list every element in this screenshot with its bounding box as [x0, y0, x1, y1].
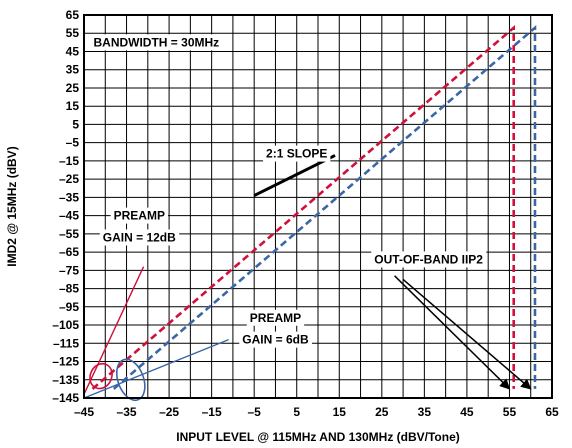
annotation-background [239, 331, 312, 348]
y-tick-label: 55 [66, 26, 80, 40]
x-tick-label: –25 [159, 405, 179, 419]
y-tick-label: 35 [66, 63, 80, 77]
y-tick-label: –75 [59, 263, 79, 277]
annotation: 2:1 SLOPE [263, 145, 331, 162]
y-tick-label: –65 [59, 245, 79, 259]
annotation: PREAMP [246, 309, 305, 326]
annotations: BANDWIDTH = 30MHz 2:1 SLOPE PREAMP GAIN = 1… [90, 34, 487, 348]
annotation-background [371, 251, 487, 268]
y-tick-label: –85 [59, 282, 79, 296]
x-axis-title: INPUT LEVEL @ 115MHz AND 130MHz (dBV/Ton… [176, 430, 460, 444]
y-tick-label: –105 [52, 318, 79, 332]
x-tick-labels: –45 –35 –25 –15 –5 5 15 25 35 45 55 65 [74, 405, 559, 419]
preamp-slope-line [83, 338, 229, 399]
y-tick-label: 65 [66, 8, 80, 22]
x-tick-label: –5 [248, 405, 262, 419]
series-layer [83, 24, 537, 402]
annotation-background [99, 229, 180, 246]
annotation-background [90, 34, 223, 51]
annotation-background [246, 309, 305, 326]
y-tick-labels: 65 55 45 35 25 15 5 –5 –15 –25 –35 –45 –55 –65 –75 –85 –… [52, 8, 79, 405]
y-tick-label: 5 [72, 117, 79, 131]
y-tick-label: 25 [66, 81, 80, 95]
annotation-text: 2:1 SLOPE [266, 147, 327, 161]
slope-indicator-line [253, 154, 336, 197]
y-tick-label: 15 [66, 99, 80, 113]
annotation-background [263, 145, 331, 162]
x-tick-label: –45 [74, 405, 94, 419]
annotation: GAIN = 12dB [99, 229, 180, 246]
annotation-text: OUT-OF-BAND IIP2 [374, 252, 483, 266]
intercept-ellipse [115, 358, 146, 402]
preamp-slope-line [83, 266, 145, 395]
y-tick-label: –45 [59, 209, 79, 223]
series-line-dashed [112, 24, 537, 390]
y-tick-label: –35 [59, 190, 79, 204]
y-tick-label: 45 [66, 44, 80, 58]
annotation-text: BANDWIDTH = 30MHz [93, 35, 219, 49]
y-tick-label: –95 [59, 300, 79, 314]
x-tick-label: 5 [293, 405, 300, 419]
marker-layer [253, 154, 532, 390]
annotation: BANDWIDTH = 30MHz [90, 34, 223, 51]
iip2-arrow [402, 278, 532, 390]
annotation: OUT-OF-BAND IIP2 [371, 251, 487, 268]
annotation-text: GAIN = 6dB [242, 333, 309, 347]
x-tick-label: 25 [375, 405, 389, 419]
x-tick-label: 55 [503, 405, 517, 419]
y-tick-label: –125 [52, 355, 79, 369]
plot-frame [83, 14, 553, 399]
y-tick-label: –55 [59, 227, 79, 241]
y-tick-label: –15 [59, 154, 79, 168]
annotation-background [110, 207, 168, 224]
y-tick-label: –25 [59, 172, 79, 186]
annotation: PREAMP [110, 207, 168, 224]
x-tick-label: 65 [545, 405, 559, 419]
x-tick-label: 15 [333, 405, 347, 419]
x-tick-label: 35 [418, 405, 432, 419]
y-tick-label: –135 [52, 373, 79, 387]
annotation-text: GAIN = 12dB [103, 231, 176, 245]
annotation-text: PREAMP [250, 311, 301, 325]
x-tick-label: 45 [460, 405, 474, 419]
y-tick-label: –115 [53, 336, 79, 350]
x-tick-label: –15 [202, 405, 222, 419]
annotation: GAIN = 6dB [239, 331, 312, 348]
y-tick-label: –145 [52, 391, 79, 405]
iip2-arrow [394, 275, 511, 390]
y-axis-title: IMD2 @ 15MHz (dBV) [5, 146, 19, 266]
intercept-ellipse [89, 362, 113, 390]
x-tick-label: –35 [117, 405, 137, 419]
y-tick-label: –5 [66, 136, 80, 150]
annotation-text: PREAMP [114, 209, 165, 223]
series-line-dashed [91, 24, 516, 390]
